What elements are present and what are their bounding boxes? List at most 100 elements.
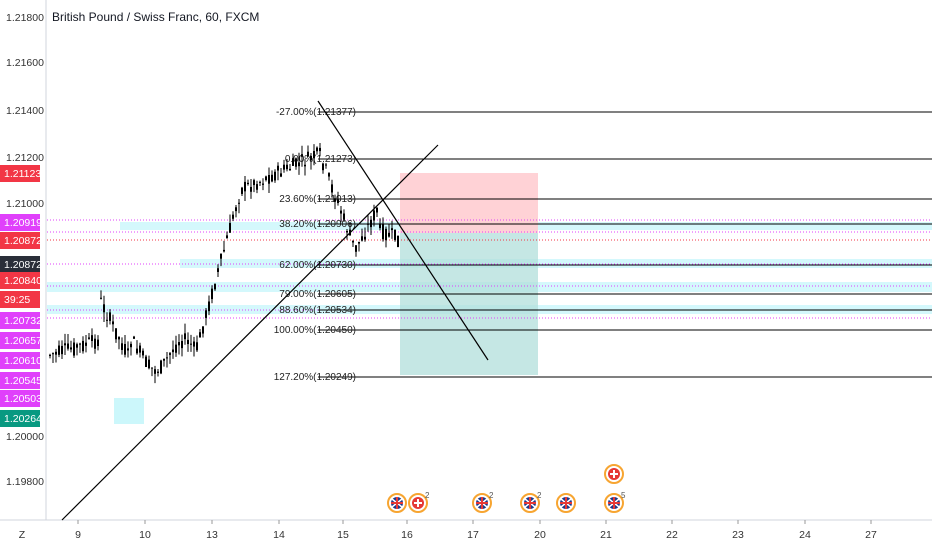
price-axis-tick: 1.21200	[6, 152, 44, 164]
time-axis-tick: 22	[666, 529, 678, 541]
take-profit-zone	[400, 233, 538, 375]
candle-body	[214, 284, 216, 290]
candle-body	[301, 154, 303, 157]
candle-body	[124, 344, 126, 355]
price-tag	[0, 165, 40, 182]
support-zone	[114, 398, 144, 424]
economic-events-layer[interactable]: 2 2 2 5	[387, 464, 626, 513]
candle-body	[274, 171, 276, 181]
candle-body	[121, 343, 123, 350]
event-count: 2	[537, 491, 542, 500]
time-axis-tick: 23	[732, 529, 744, 541]
fib-level-label: 100.00%(1.20450)	[274, 325, 356, 336]
candle-body	[145, 356, 147, 368]
candle-body	[136, 348, 138, 354]
candle-body	[157, 371, 159, 373]
candle-body	[208, 301, 210, 312]
candle-body	[64, 343, 66, 346]
price-axis-tick: 1.21000	[6, 198, 44, 210]
candle-body	[202, 326, 204, 334]
candle-body	[130, 343, 132, 348]
timezone-label: Z	[19, 529, 26, 541]
price-axis-tick: 1.19800	[6, 476, 44, 488]
candle-body	[187, 339, 189, 345]
symbol-title: British Pound / Swiss Franc, 60, FXCM	[52, 10, 260, 24]
price-axis-tick: 1.21800	[6, 12, 44, 24]
time-axis-tick: 14	[273, 529, 285, 541]
candle-body	[277, 165, 279, 171]
candle-body	[259, 181, 261, 183]
candle-body	[205, 310, 207, 318]
candle-body	[316, 147, 318, 152]
price-tag	[0, 352, 40, 369]
candle-body	[103, 304, 105, 313]
candle-body	[292, 158, 294, 166]
trendlines-layer	[61, 100, 489, 521]
candle-body	[109, 312, 111, 321]
price-tag	[0, 312, 40, 329]
candle-body	[199, 332, 201, 338]
candles-layer	[49, 142, 399, 384]
candle-body	[355, 245, 357, 252]
candle-body	[382, 223, 384, 240]
candle-body	[235, 207, 237, 212]
price-axis[interactable]: 1.21800 1.21600 1.21400 1.21200 1.21000 1.200…	[0, 12, 44, 488]
price-tag	[0, 372, 40, 389]
candle-body	[163, 358, 165, 361]
candle-body	[151, 367, 153, 369]
candle-body	[391, 228, 393, 231]
candle-body	[61, 345, 63, 355]
candle-body	[364, 236, 366, 240]
time-axis-tick: 17	[467, 529, 479, 541]
candle-body	[247, 182, 249, 185]
time-axis-tick: 27	[865, 529, 877, 541]
time-axis[interactable]: 9 10 13 14 15 16 17 20 21 22 23 24 27 Z	[19, 520, 877, 541]
candle-body	[295, 158, 297, 167]
event-count: 2	[489, 491, 494, 500]
candle-body	[253, 180, 255, 186]
candle-body	[142, 350, 144, 356]
candle-body	[256, 184, 258, 190]
support-zone	[180, 259, 932, 268]
candle-body	[361, 236, 363, 241]
event-count: 5	[621, 491, 626, 500]
candle-body	[160, 360, 162, 374]
candle-body	[148, 359, 150, 369]
candle-body	[238, 202, 240, 204]
candle-body	[325, 164, 327, 166]
candle-body	[250, 186, 252, 192]
candle-body	[166, 357, 168, 359]
candle-body	[232, 214, 234, 219]
ch-event-icon-cross	[414, 502, 422, 504]
candle-body	[70, 347, 72, 350]
candle-body	[133, 336, 135, 339]
candle-body	[289, 168, 291, 171]
candle-body	[220, 253, 222, 259]
fib-level-label: 127.20%(1.20249)	[274, 372, 356, 383]
price-tag-label: 1.20503	[4, 393, 42, 405]
candle-body	[307, 151, 309, 157]
candle-body	[328, 173, 330, 177]
fib-level-label: 38.20%(1.20906)	[279, 219, 356, 230]
candle-body	[52, 353, 54, 355]
candle-body	[322, 163, 324, 171]
candle-body	[175, 344, 177, 353]
candle-body	[49, 354, 51, 356]
price-tag	[0, 256, 40, 273]
candle-body	[262, 183, 264, 185]
candle-body	[58, 345, 60, 355]
price-tag-label: 1.20872	[4, 235, 42, 247]
price-tag-label: 1.20919	[4, 217, 42, 229]
price-tag-label: 1.20872	[4, 259, 42, 271]
price-tag-label: 39:25	[4, 294, 30, 306]
candle-body	[367, 223, 369, 225]
price-tag-label: 1.20610	[4, 355, 42, 367]
candle-body	[280, 173, 282, 177]
candle-body	[73, 342, 75, 356]
candle-body	[385, 228, 387, 241]
candle-body	[310, 155, 312, 161]
fib-level-label: 79.00%(1.20605)	[279, 289, 356, 300]
price-tag	[0, 291, 40, 308]
candle-body	[346, 230, 348, 233]
